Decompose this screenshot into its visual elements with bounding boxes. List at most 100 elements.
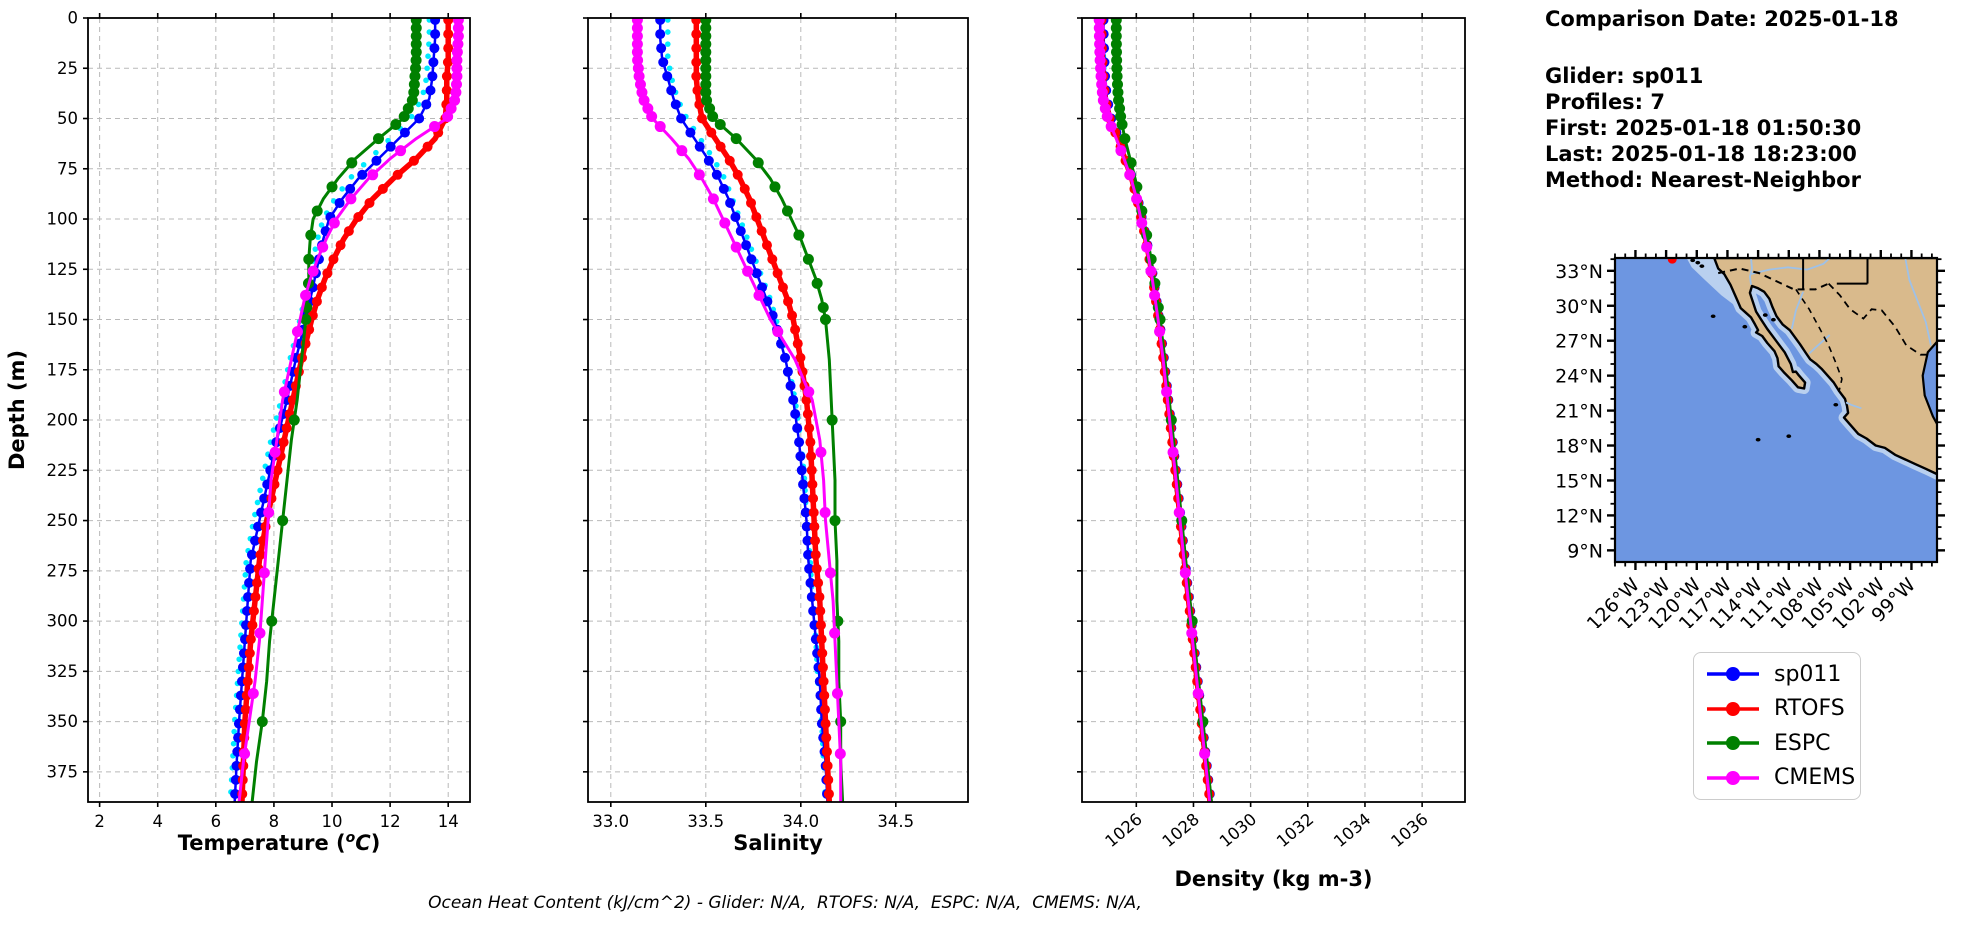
legend-item-espc: ESPC xyxy=(1704,728,1860,758)
land-area xyxy=(1713,258,1937,476)
axis-ticks xyxy=(1077,13,1423,807)
legend-item-cmems: CMEMS xyxy=(1704,763,1860,793)
svg-text:300: 300 xyxy=(47,612,79,631)
legend: sp011 RTOFS ESPC CMEMS xyxy=(1693,652,1861,800)
svg-text:1028: 1028 xyxy=(1159,810,1203,852)
tick-labels: 2 4 6 8 10 12 14 0 25 50 75 100 125 150 175 200 225 250 27… xyxy=(47,9,459,832)
series-cmems xyxy=(1093,18,1212,802)
profile-plot-svg: 33.0 33.5 34.0 34.5 Salinity xyxy=(583,13,969,855)
glider-position-dot xyxy=(1667,258,1677,264)
map-ticks xyxy=(1607,250,1945,570)
svg-text:375: 375 xyxy=(47,762,79,781)
legend-item-rtofs: RTOFS xyxy=(1704,694,1860,724)
svg-text:15°N: 15°N xyxy=(1555,470,1603,492)
svg-text:34.5: 34.5 xyxy=(877,812,914,831)
svg-text:30°N: 30°N xyxy=(1555,296,1603,318)
glider-name-text: Glider: sp011 xyxy=(1545,64,1704,88)
svg-text:1032: 1032 xyxy=(1273,810,1317,852)
svg-text:175: 175 xyxy=(47,360,79,379)
svg-text:200: 200 xyxy=(47,411,79,430)
series-espc xyxy=(700,18,847,802)
series-sp011 xyxy=(230,18,441,802)
plot-frame xyxy=(87,17,471,803)
series-espc xyxy=(250,18,422,802)
map-layers xyxy=(1615,258,1937,562)
svg-text:4: 4 xyxy=(152,812,163,831)
svg-text:21°N: 21°N xyxy=(1555,401,1603,423)
grid-lines xyxy=(1082,17,1465,802)
y-axis-label: Depth (m) xyxy=(5,350,29,470)
series-cmems xyxy=(631,18,846,802)
legend-label-sp011: sp011 xyxy=(1774,661,1842,687)
comparison-date-text: Comparison Date: 2025-01-18 xyxy=(1545,7,1899,31)
svg-text:1036: 1036 xyxy=(1387,810,1431,852)
location-map: 126°W 123°W 120°W 117°W 114°W 111°W 108°W 105°W… xyxy=(1540,228,1978,635)
profile-plot-svg: 1026 1028 1030 1032 1034 1036 Density (kg m-3) xyxy=(1077,13,1466,891)
svg-text:34.0: 34.0 xyxy=(782,812,819,831)
series-group xyxy=(228,18,464,802)
x-axis-label: Density (kg m-3) xyxy=(1174,867,1372,891)
islands xyxy=(1690,258,1839,442)
last-profile-time-text: Last: 2025-01-18 18:23:00 xyxy=(1545,142,1857,166)
grid-lines xyxy=(588,17,968,802)
profile-plot-svg: 2 4 6 8 10 12 14 0 25 50 75 100 125 150 175 200 225 250 27… xyxy=(5,9,471,855)
series-rtofs xyxy=(691,18,834,802)
info-panel: Comparison Date: 2025-01-18 Glider: sp01… xyxy=(1545,6,1899,193)
svg-text:225: 225 xyxy=(47,461,79,480)
legend-line-espc xyxy=(1707,736,1759,751)
svg-text:275: 275 xyxy=(47,561,79,580)
salinity-profile-chart: 33.0 33.5 34.0 34.5 Salinity xyxy=(520,0,985,910)
svg-text:75: 75 xyxy=(57,159,78,178)
series-group xyxy=(1093,18,1215,802)
svg-text:125: 125 xyxy=(47,260,79,279)
series-group xyxy=(631,18,847,802)
svg-text:9°N: 9°N xyxy=(1567,540,1603,562)
first-profile-time-text: First: 2025-01-18 01:50:30 xyxy=(1545,116,1862,140)
gulf-of-mexico xyxy=(1921,340,1937,427)
svg-text:24°N: 24°N xyxy=(1555,366,1603,388)
legend-line-cmems xyxy=(1707,770,1759,785)
svg-text:12°N: 12°N xyxy=(1555,505,1603,527)
svg-text:50: 50 xyxy=(57,109,78,128)
svg-text:25: 25 xyxy=(57,59,78,78)
tick-labels: 1026 1028 1030 1032 1034 1036 xyxy=(1101,810,1431,852)
legend-label-cmems: CMEMS xyxy=(1774,765,1856,791)
svg-text:350: 350 xyxy=(47,712,79,731)
svg-text:0: 0 xyxy=(68,9,79,28)
legend-label-espc: ESPC xyxy=(1774,730,1831,756)
ocean-heat-content-note: Ocean Heat Content (kJ/cm^2) - Glider: N… xyxy=(428,893,1142,913)
svg-text:1034: 1034 xyxy=(1330,810,1374,852)
plot-frame xyxy=(1081,17,1466,803)
legend-line-sp011 xyxy=(1707,667,1759,682)
svg-text:27°N: 27°N xyxy=(1555,331,1603,353)
svg-text:250: 250 xyxy=(47,511,79,530)
map-svg: 126°W123°W120°W117°W114°W111°W108°W105°W… xyxy=(1555,250,1945,635)
borders xyxy=(1717,258,1929,393)
svg-text:10: 10 xyxy=(322,812,343,831)
tick-labels: 33.0 33.5 34.0 34.5 xyxy=(592,812,914,831)
svg-text:2: 2 xyxy=(94,812,105,831)
svg-text:33°N: 33°N xyxy=(1555,261,1603,283)
series-cmems xyxy=(237,18,464,802)
x-axis-label: Temperature (oC) xyxy=(178,830,381,855)
density-profile-chart: 1026 1028 1030 1032 1034 1036 Density (kg m-3) xyxy=(1000,0,1490,910)
svg-text:33.0: 33.0 xyxy=(592,812,629,831)
shallow-water-area xyxy=(1686,258,1737,307)
svg-text:12: 12 xyxy=(380,812,401,831)
legend-item-sp011: sp011 xyxy=(1704,659,1860,689)
svg-text:14: 14 xyxy=(438,812,459,831)
svg-text:1030: 1030 xyxy=(1216,810,1260,852)
svg-text:150: 150 xyxy=(47,310,79,329)
x-axis-label: Salinity xyxy=(733,831,823,855)
plot-frame xyxy=(587,17,969,803)
method-text: Method: Nearest-Neighbor xyxy=(1545,168,1861,192)
map-tick-labels: 126°W123°W120°W117°W114°W111°W108°W105°W… xyxy=(1555,261,1920,635)
svg-text:6: 6 xyxy=(211,812,222,831)
svg-text:100: 100 xyxy=(47,210,79,229)
rivers xyxy=(1748,258,1932,410)
grid-lines xyxy=(88,17,470,802)
temperature-profile-chart: 2 4 6 8 10 12 14 0 25 50 75 100 125 150 175 200 225 250 27… xyxy=(0,0,520,910)
svg-text:18°N: 18°N xyxy=(1555,436,1603,458)
svg-text:8: 8 xyxy=(269,812,280,831)
